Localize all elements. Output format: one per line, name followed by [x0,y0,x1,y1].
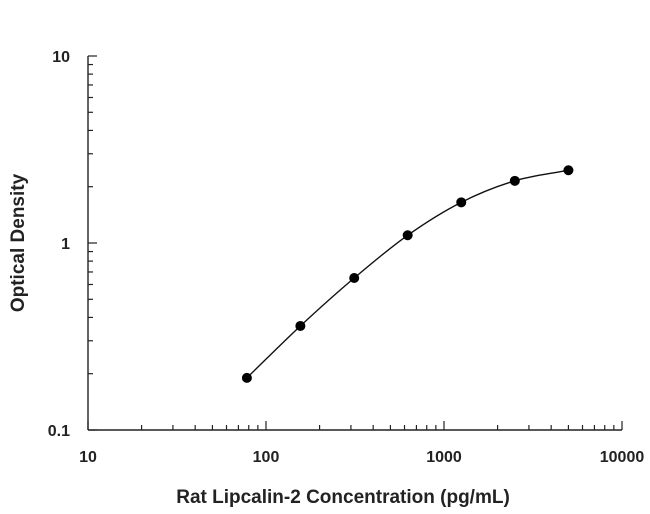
fit-curve [246,169,569,379]
data-points [241,165,574,383]
data-point [563,165,574,176]
data-point [402,230,413,241]
x-tick-label: 100 [253,449,280,466]
axis-ticks [87,55,623,431]
y-tick-label: 1 [61,236,70,253]
data-point [509,175,520,186]
data-point [456,197,467,208]
x-tick-label: 1000 [426,449,462,466]
data-point [241,372,252,383]
x-tick-label: 10000 [600,449,645,466]
tick-labels: 10 100 1000 10000 0.1 1 10 [48,49,645,466]
y-tick-label: 0.1 [48,423,70,440]
x-tick-label: 10 [79,449,97,466]
y-axis-title: Optical Density [8,173,29,312]
axes [87,56,622,431]
data-point [349,272,360,283]
y-tick-label: 10 [52,49,70,66]
x-axis-title: Rat Lipcalin-2 Concentration (pg/mL) [176,487,510,508]
data-point [295,320,306,331]
